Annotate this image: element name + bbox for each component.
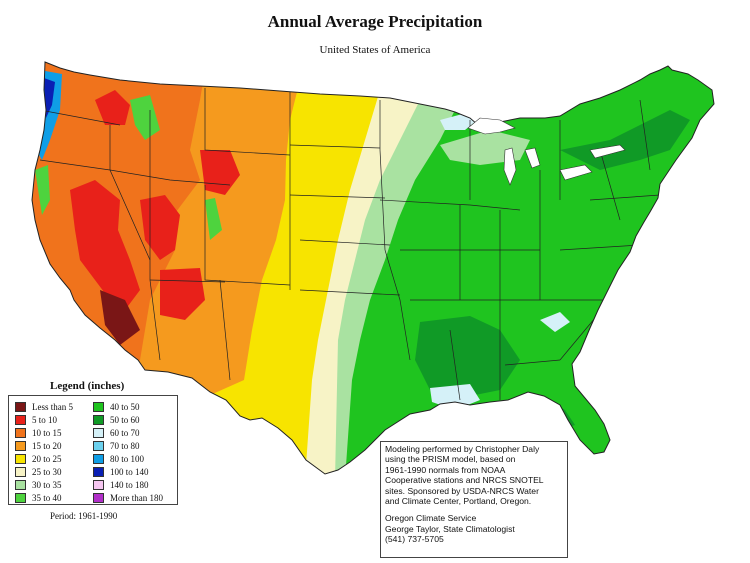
legend-item: 25 to 30 [15,465,73,478]
legend-item: 30 to 35 [15,478,73,491]
legend-item: 140 to 180 [93,478,163,491]
legend-item: Less than 5 [15,400,73,413]
legend-swatch [15,492,26,503]
legend-label: 15 to 20 [32,440,62,451]
legend-item: 15 to 20 [15,439,73,452]
legend-label: 100 to 140 [110,466,149,477]
legend-swatch [15,479,26,490]
state-boundaries [39,88,661,401]
legend-label: 40 to 50 [110,401,140,412]
legend-label: 80 to 100 [110,453,145,464]
legend-item: 20 to 25 [15,452,73,465]
legend-label: 50 to 60 [110,414,140,425]
credits-line: and Climate Center, Portland, Oregon. [385,496,532,507]
legend-swatch [15,440,26,451]
map-subtitle: United States of America [319,44,431,56]
org-line: Oregon Climate Service [385,513,477,524]
legend-label: 30 to 35 [32,479,62,490]
legend-swatch [15,401,26,412]
credits-line: using the PRISM model, based on [385,454,516,465]
legend-swatch [93,479,104,490]
legend-label: 70 to 80 [110,440,140,451]
legend-swatch [93,414,104,425]
legend-label: 25 to 30 [32,466,62,477]
legend-swatch [93,492,104,503]
legend-item: 35 to 40 [15,491,73,504]
legend-title: Legend (inches) [50,380,125,392]
map-title: Annual Average Precipitation [267,12,483,31]
legend-swatch [15,427,26,438]
legend-label: Less than 5 [32,401,73,412]
legend-item: 5 to 10 [15,413,73,426]
credits-line: sites. Sponsored by USDA-NRCS Water [385,485,539,496]
credits-line: Cooperative stations and NRCS SNOTEL [385,475,544,486]
legend-item: 80 to 100 [93,452,163,465]
legend-label: 20 to 25 [32,453,62,464]
org-line: (541) 737-5705 [385,534,444,545]
legend-swatch [15,453,26,464]
legend-swatch [93,440,104,451]
great-lakes [467,117,626,186]
legend-label: 60 to 70 [110,427,140,438]
legend-swatch [93,427,104,438]
legend-item: 70 to 80 [93,439,163,452]
legend-swatch [15,414,26,425]
period-label: Period: 1961-1990 [50,511,118,521]
legend-label: More than 180 [110,492,163,503]
legend-swatch [15,466,26,477]
legend-swatch [93,401,104,412]
legend-item: 40 to 50 [93,400,163,413]
legend: Less than 5 5 to 10 10 to 15 15 to 20 20… [8,395,178,505]
credits-line: Modeling performed by Christopher Daly [385,444,540,454]
credits-box: Modeling performed by Christopher Daly u… [380,441,568,558]
legend-item: 50 to 60 [93,413,163,426]
legend-label: 5 to 10 [32,414,58,425]
legend-label: 140 to 180 [110,479,149,490]
legend-swatch [93,453,104,464]
legend-label: 10 to 15 [32,427,62,438]
legend-label: 35 to 40 [32,492,62,503]
credits-line: 1961-1990 normals from NOAA [385,464,506,475]
org-line: George Taylor, State Climatologist [385,523,515,534]
legend-swatch [93,466,104,477]
legend-item: 100 to 140 [93,465,163,478]
legend-item: 10 to 15 [15,426,73,439]
legend-item: 60 to 70 [93,426,163,439]
legend-item: More than 180 [93,491,163,504]
